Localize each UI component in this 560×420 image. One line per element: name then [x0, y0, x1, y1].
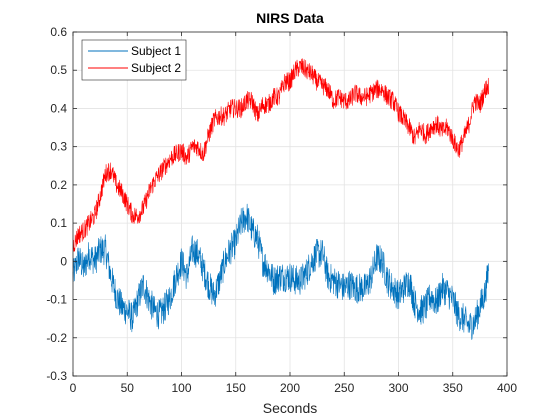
y-tick-label: 0.3	[50, 140, 67, 154]
x-tick-label: 50	[121, 381, 135, 395]
y-tick-label: -0.1	[46, 293, 67, 307]
legend-box	[81, 39, 187, 81]
y-tick-label: -0.3	[46, 369, 67, 383]
grid	[73, 32, 507, 376]
x-tick-label: 300	[388, 381, 408, 395]
series-lines	[72, 58, 489, 340]
x-tick-label: 250	[334, 381, 354, 395]
series-line-subject-1	[72, 203, 489, 340]
x-tick-label: 400	[497, 381, 517, 395]
legend: Subject 1 Subject 2	[81, 39, 187, 81]
legend-entry-subject-2: Subject 2	[131, 61, 181, 75]
ticks: 0 50 100 150 200 250 300 350 400 -0.3 -0.2 -0.1 0 0.1…	[46, 25, 517, 395]
y-tick-label: 0.5	[50, 63, 67, 77]
x-tick-label: 350	[443, 381, 463, 395]
x-tick-label: 100	[171, 381, 191, 395]
legend-entry-subject-1: Subject 1	[131, 44, 181, 58]
y-tick-label: 0.6	[50, 25, 67, 39]
chart-title: NIRS Data	[256, 10, 324, 26]
y-tick-label: 0.2	[50, 178, 67, 192]
x-tick-label: 200	[280, 381, 300, 395]
series-line-subject-2	[72, 58, 489, 252]
x-axis-label: Seconds	[263, 400, 317, 416]
y-tick-label: 0.4	[50, 101, 67, 115]
x-tick-label: 0	[70, 381, 77, 395]
x-tick-label: 150	[226, 381, 246, 395]
y-tick-label: 0.1	[50, 216, 67, 230]
y-tick-label: -0.2	[46, 331, 67, 345]
y-tick-label: 0	[60, 254, 67, 268]
